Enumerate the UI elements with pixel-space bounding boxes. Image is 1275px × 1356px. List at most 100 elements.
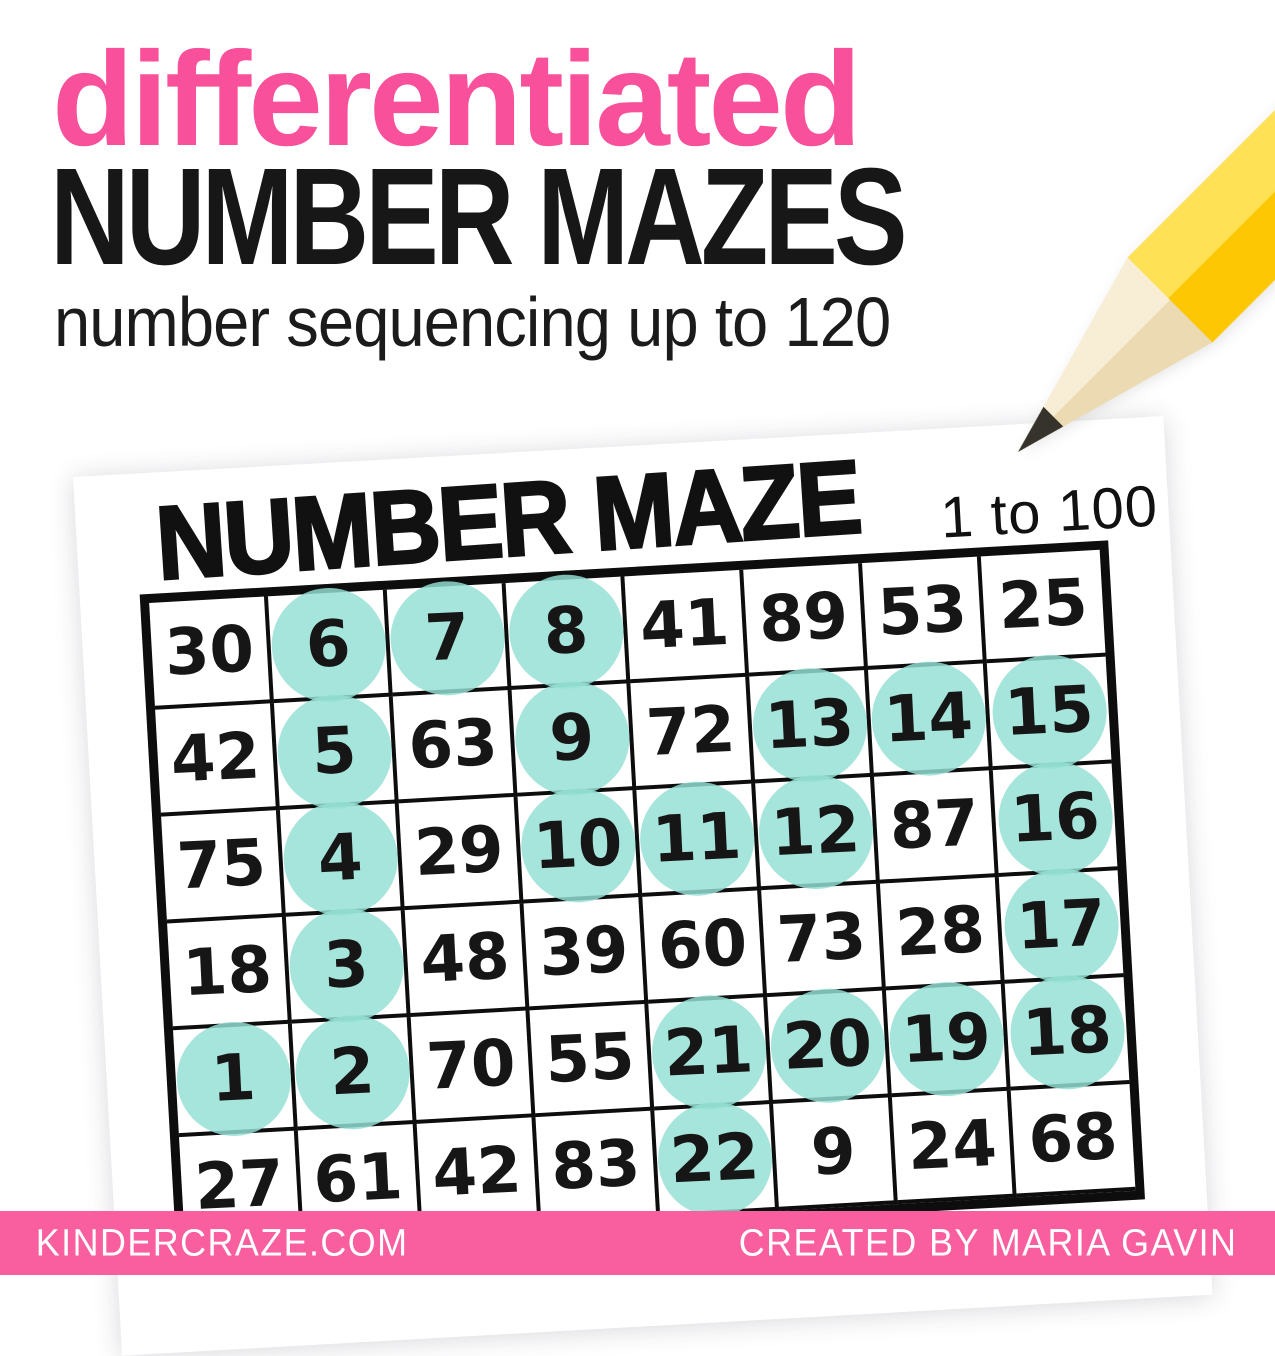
- grid-cell: 12: [755, 771, 880, 892]
- grid-cell: 29: [398, 796, 524, 911]
- grid-cell: 83: [535, 1110, 661, 1225]
- grid-cell: 70: [410, 1010, 536, 1124]
- cell-number: 53: [876, 572, 969, 651]
- cell-number: 22: [668, 1119, 761, 1198]
- grid-cell: 22: [654, 1098, 780, 1219]
- cell-number: 1: [209, 1040, 258, 1117]
- cell-number: 3: [322, 926, 371, 1004]
- grid-cell: 3: [285, 904, 411, 1026]
- grid-cell: 4: [279, 798, 405, 919]
- cell-number: 75: [175, 825, 268, 904]
- cell-number: 60: [656, 905, 749, 985]
- grid-cell: 5: [273, 691, 399, 812]
- grid-cell: 39: [523, 896, 649, 1011]
- cell-number: 17: [1014, 885, 1108, 965]
- page-title: NUMBER MAZES: [50, 140, 908, 294]
- cell-number: 89: [757, 578, 850, 658]
- grid-cell: 60: [642, 890, 768, 1004]
- grid-cell: 16: [992, 758, 1118, 879]
- cell-number: 68: [1026, 1099, 1120, 1178]
- cell-number: 6: [304, 606, 353, 683]
- cell-number: 18: [1020, 992, 1114, 1072]
- grid-cell: 18: [167, 916, 292, 1031]
- grid-cell: 19: [885, 978, 1011, 1099]
- cell-number: 8: [541, 593, 590, 670]
- cell-number: 9: [547, 700, 596, 777]
- grid-cell: 8: [505, 571, 631, 692]
- grid-cell: 1: [173, 1018, 298, 1139]
- cell-number: 13: [763, 685, 856, 764]
- grid-cell: 89: [743, 563, 869, 677]
- grid-cell: 2: [291, 1011, 417, 1132]
- cell-number: 9: [809, 1114, 858, 1191]
- cell-number: 41: [638, 585, 731, 664]
- pencil-icon: [976, 0, 1275, 494]
- number-grid: 30 6 7 8 41 89 53 25 42 5 63 9 72 13 14 15 75 4 29 10 11 12 87…: [139, 540, 1145, 1254]
- cell-number: 73: [775, 899, 868, 978]
- cell-number: 30: [163, 612, 256, 691]
- grid-cell: 28: [879, 876, 1005, 991]
- cell-number: 18: [181, 932, 274, 1011]
- grid-cell: 53: [862, 556, 987, 670]
- cell-number: 42: [430, 1132, 524, 1212]
- grid-cell: 11: [636, 778, 762, 899]
- number-range-label: 1 to 100: [938, 473, 1160, 551]
- cell-number: 2: [328, 1033, 377, 1110]
- grid-cell: 55: [529, 1003, 655, 1118]
- grid-cell: 73: [761, 883, 886, 998]
- cell-number: 55: [543, 1019, 637, 1098]
- cell-number: 21: [662, 1012, 755, 1092]
- grid-cell: 48: [404, 903, 530, 1017]
- grid-cell: 21: [648, 991, 774, 1113]
- cell-number: 5: [310, 713, 359, 790]
- grid-cell: 72: [630, 676, 756, 791]
- footer-site-url: KINDERCRAZE.COM: [35, 1221, 409, 1264]
- cell-number: 29: [412, 812, 506, 891]
- cell-number: 11: [650, 799, 743, 878]
- grid-cell: 68: [1010, 1083, 1136, 1198]
- cell-number: 39: [537, 912, 631, 991]
- grid-cell: 14: [868, 658, 993, 779]
- grid-cell: 30: [149, 596, 274, 710]
- cell-number: 16: [1008, 779, 1102, 858]
- cell-number: 7: [423, 599, 472, 676]
- grid-cell: 9: [511, 677, 637, 799]
- cell-number: 63: [406, 705, 500, 784]
- grid-cell: 87: [873, 770, 999, 884]
- grid-cell: 24: [891, 1090, 1017, 1205]
- cell-number: 10: [531, 805, 625, 885]
- grid-cell: 6: [267, 584, 393, 705]
- cell-number: 25: [996, 565, 1090, 644]
- grid-cell: 10: [517, 784, 643, 905]
- cell-number: 87: [887, 785, 981, 865]
- cell-number: 4: [316, 820, 365, 897]
- cell-number: 72: [644, 692, 737, 771]
- grid-cell: 63: [392, 689, 518, 804]
- grid-cell: 75: [161, 809, 286, 924]
- eyebrow-text: differentiated: [52, 25, 862, 174]
- cell-number: 14: [882, 679, 975, 758]
- cell-number: 19: [899, 999, 993, 1078]
- cell-number: 15: [1002, 672, 1096, 751]
- cell-number: 20: [781, 1006, 874, 1085]
- grid-cell: 42: [155, 703, 280, 817]
- footer-bar: KINDERCRAZE.COM CREATED BY MARIA GAVIN: [0, 1211, 1275, 1275]
- grid-cell: 9: [773, 1097, 898, 1211]
- grid-cell: 17: [998, 864, 1124, 986]
- grid-cell: 15: [986, 651, 1112, 772]
- cell-number: 28: [893, 892, 987, 971]
- grid-cell: 41: [624, 569, 750, 684]
- grid-cell: 7: [386, 577, 512, 698]
- cell-number: 12: [769, 792, 862, 871]
- grid-cell: 18: [1004, 971, 1130, 1092]
- cell-number: 24: [905, 1106, 999, 1185]
- cell-number: 83: [549, 1126, 643, 1205]
- grid-cell: 25: [980, 549, 1106, 664]
- page-subtitle: number sequencing up to 120: [54, 283, 891, 361]
- grid-cell: 20: [767, 985, 892, 1106]
- cell-number: 42: [169, 718, 262, 798]
- cell-number: 48: [418, 919, 512, 998]
- cell-number: 70: [424, 1026, 518, 1105]
- footer-credit: CREATED BY MARIA GAVIN: [738, 1221, 1238, 1264]
- grid-cell: 13: [749, 664, 874, 785]
